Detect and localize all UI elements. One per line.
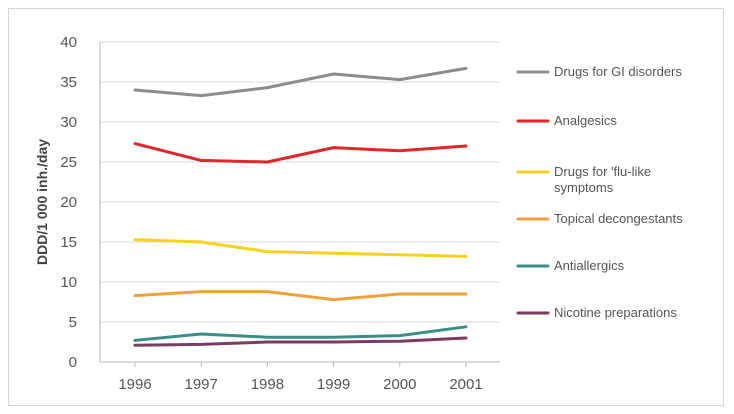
y-tick-label: 35 <box>60 74 77 91</box>
chart-frame <box>8 8 724 406</box>
legend-label: Analgesics <box>554 113 617 128</box>
y-tick-label: 15 <box>60 234 77 251</box>
x-tick-label: 1996 <box>118 376 151 393</box>
y-tick-label: 0 <box>69 354 77 371</box>
legend-label: Antiallergics <box>554 258 625 273</box>
x-tick-label: 2001 <box>449 376 482 393</box>
y-tick-label: 20 <box>60 194 77 211</box>
legend-label: Nicotine preparations <box>554 305 677 320</box>
y-tick-label: 5 <box>69 314 77 331</box>
x-tick-label: 1998 <box>251 376 284 393</box>
x-tick-label: 1997 <box>185 376 218 393</box>
series-line <box>133 325 468 342</box>
x-tick-label: 2000 <box>383 376 416 393</box>
legend-label: Drugs for 'flu-like symptoms <box>554 164 651 195</box>
legend-label: Topical decongestants <box>554 211 683 226</box>
x-tick-label: 1999 <box>317 376 350 393</box>
series-line <box>133 238 468 258</box>
y-tick-label: 30 <box>60 114 77 131</box>
series-line <box>133 290 468 302</box>
y-axis-label: DDD/1 000 inh./day <box>34 139 50 265</box>
y-tick-label: 10 <box>60 274 77 291</box>
series-line <box>133 142 468 164</box>
series-line <box>133 336 468 347</box>
legend-label: Drugs for GI disorders <box>554 64 682 79</box>
y-tick-label: 40 <box>60 34 77 51</box>
y-tick-label: 25 <box>60 154 77 171</box>
series-line <box>133 66 468 98</box>
